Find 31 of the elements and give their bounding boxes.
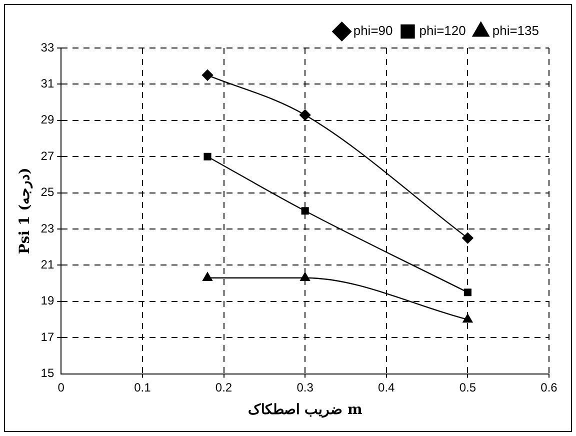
point [204,152,212,160]
point [202,70,214,81]
x-tick-label: 0.3 [296,380,314,394]
x-tick-label: 0.4 [378,380,396,394]
point [301,207,309,215]
x-tick-label: 0.1 [134,380,152,394]
y-tick-label: 23 [40,221,54,236]
y-tick-label: 29 [40,112,54,127]
legend-label: phi=90 [353,23,393,38]
point [464,288,472,296]
y-tick-label: 33 [40,40,54,54]
y-tick-label: 27 [40,148,54,163]
y-tick-label: 21 [40,258,54,272]
y-tick-label: 15 [40,366,54,380]
legend-label: phi=135 [492,23,540,38]
x-tick-label: 0.2 [215,380,232,394]
point [462,314,473,323]
y-tick-label: 19 [40,294,54,308]
x-tick-label: 0.5 [459,380,476,394]
legend-label: phi=120 [419,23,466,38]
point [300,272,310,281]
y-tick-label: 25 [40,185,54,200]
point [462,232,474,244]
point [299,109,311,121]
y-axis-title: Psi 1 (درجه) [17,168,34,254]
x-tick-label: 0.6 [540,380,558,394]
x-tick-label: 0 [58,380,65,394]
point [202,272,212,281]
x-axis-title: ضریب اصطکاک m [248,402,363,418]
y-tick-label: 31 [40,76,54,91]
y-tick-label: 17 [40,330,54,344]
